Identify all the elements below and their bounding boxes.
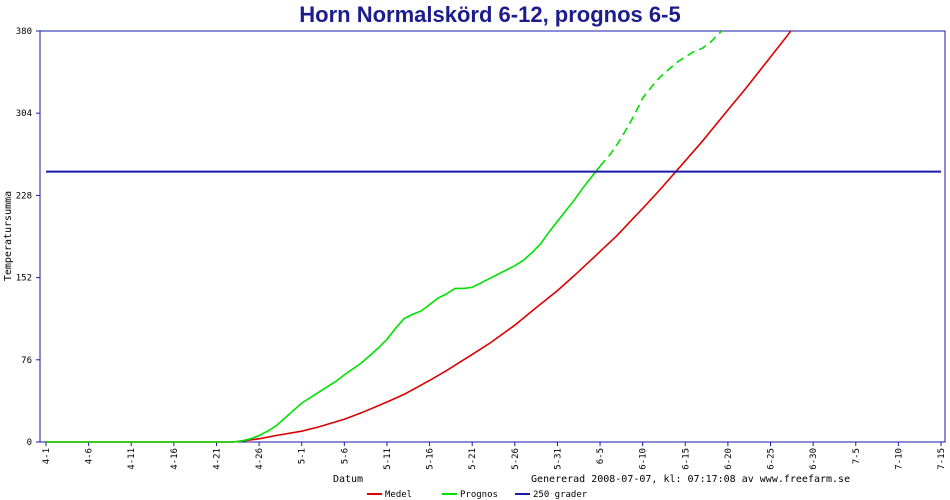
y-tick-label: 228 xyxy=(16,191,32,201)
legend-label: Medel xyxy=(385,490,412,500)
x-tick-label: 7-15 xyxy=(937,448,947,470)
x-tick-label: 4-11 xyxy=(127,448,137,470)
x-tick-label: 7-5 xyxy=(852,448,862,464)
footer-note: Genererad 2008-07-07, kl: 07:17:08 av ww… xyxy=(531,474,850,485)
x-tick-label: 6-10 xyxy=(639,448,649,470)
x-tick-label: 5-21 xyxy=(468,448,478,470)
y-axis-label: Temperatursumma xyxy=(3,191,14,281)
series-line-medel xyxy=(46,31,792,443)
x-tick-label: 5-11 xyxy=(383,448,393,470)
legend-label: 250 grader xyxy=(533,490,588,500)
x-tick-label: 5-31 xyxy=(553,448,563,470)
y-tick-label: 304 xyxy=(16,109,32,119)
x-tick-label: 4-1 xyxy=(42,448,52,464)
x-tick-label: 7-10 xyxy=(894,448,904,470)
legend: Medel Prognos 250 grader xyxy=(367,490,588,500)
x-tick-label: 4-26 xyxy=(255,448,265,470)
plot-frame xyxy=(39,30,946,443)
y-tick-label: 380 xyxy=(16,27,32,37)
x-tick-label: 5-1 xyxy=(298,448,308,464)
legend-label: Prognos xyxy=(460,490,498,500)
x-tick-label: 6-20 xyxy=(724,448,734,470)
x-tick-label: 5-6 xyxy=(340,448,350,464)
x-tick-label: 4-6 xyxy=(85,448,95,464)
x-tick-label: 5-16 xyxy=(426,448,436,470)
x-axis: 4-1 4-6 4-11 4-16 4-21 4-26 5-1 5-6 5-11 5-16 5-21… xyxy=(42,442,947,470)
x-tick-label: 6-30 xyxy=(809,448,819,470)
x-tick-label: 6-5 xyxy=(596,448,606,464)
x-tick-label: 5-26 xyxy=(511,448,521,470)
y-tick-label: 76 xyxy=(21,356,32,366)
y-tick-label: 152 xyxy=(16,274,32,284)
chart-title: Horn Normalskörd 6-12, prognos 6-5 xyxy=(299,2,680,27)
y-axis: 0 76 152 228 304 380 xyxy=(16,27,40,448)
x-tick-label: 4-21 xyxy=(212,448,222,470)
y-tick-label: 0 xyxy=(27,438,32,448)
x-tick-label: 6-15 xyxy=(681,448,691,470)
x-axis-label: Datum xyxy=(333,474,363,485)
x-tick-label: 6-25 xyxy=(767,448,777,470)
x-tick-label: 4-16 xyxy=(170,448,180,470)
series-line-prognos-forecast xyxy=(599,31,724,167)
series-layer xyxy=(46,31,941,443)
series-line-prognos xyxy=(46,165,601,443)
